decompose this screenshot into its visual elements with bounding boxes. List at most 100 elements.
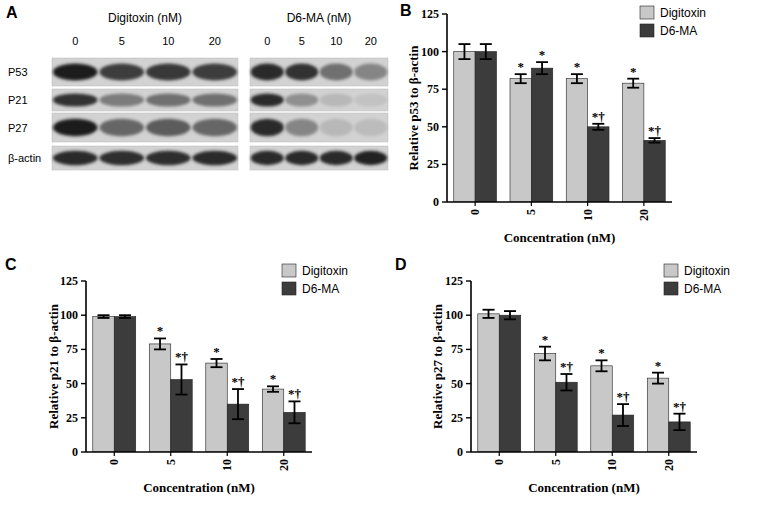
blot-strip — [52, 58, 238, 86]
legend-swatch — [640, 24, 654, 37]
bar — [510, 79, 531, 202]
error-cap — [211, 366, 223, 368]
y-tick-label: 25 — [66, 411, 78, 425]
significance-mark: *† — [560, 359, 574, 374]
significance-mark: * — [598, 345, 605, 360]
error-cap — [119, 317, 131, 319]
x-tick-label: 0 — [107, 459, 121, 465]
error-cap — [673, 429, 685, 431]
x-tick-label: 10 — [220, 459, 234, 471]
legend: Digitoxin D6-MA — [282, 264, 348, 296]
y-tick — [466, 315, 471, 316]
blot-band — [99, 64, 144, 81]
blot-band — [320, 93, 353, 106]
error-bar — [673, 414, 685, 430]
lane-label: 0 — [72, 35, 78, 47]
bar — [556, 382, 577, 452]
error-bar — [267, 386, 279, 391]
blot-band — [251, 64, 284, 81]
error-cap — [515, 82, 527, 84]
x-axis — [471, 451, 697, 453]
bar — [534, 354, 555, 452]
blot-strip — [52, 89, 238, 111]
y-tick-label: 0 — [72, 445, 78, 459]
bar — [454, 52, 475, 202]
blot-band — [146, 119, 191, 136]
error-stem — [181, 364, 183, 394]
bar — [591, 366, 612, 452]
error-bar — [617, 404, 629, 426]
blot-band — [320, 64, 353, 81]
blot-band — [251, 119, 284, 136]
bar — [566, 79, 587, 202]
significance-mark: *† — [648, 123, 662, 138]
y-tick — [442, 201, 447, 202]
y-tick — [81, 383, 86, 384]
error-bar — [175, 364, 187, 394]
significance-mark: *† — [592, 109, 606, 124]
panel-letter: D — [395, 256, 407, 273]
chart: C****†*†*†0255075100125051020Concentrati… — [5, 256, 348, 495]
error-cap — [649, 142, 661, 144]
y-axis-label: Relative p53 to β-actin — [406, 45, 421, 171]
y-tick-label: 50 — [66, 377, 78, 391]
x-tick — [555, 452, 556, 456]
error-stem — [485, 44, 487, 59]
y-tick-label: 50 — [427, 120, 439, 134]
legend-swatch — [282, 282, 296, 295]
error-bar — [515, 74, 527, 83]
legend: DigitoxinD6-MA — [664, 264, 730, 296]
error-cap — [596, 370, 608, 372]
error-cap — [119, 314, 131, 316]
x-tick-label: 0 — [492, 459, 506, 465]
x-tick — [475, 202, 476, 206]
error-stem — [601, 360, 603, 371]
blot-strip — [250, 146, 388, 170]
x-tick — [170, 452, 171, 456]
error-cap — [539, 359, 551, 361]
blot-band — [99, 151, 144, 165]
x-tick-label: 5 — [524, 209, 538, 215]
y-tick-label: 125 — [421, 7, 439, 21]
error-cap — [504, 318, 516, 320]
error-cap — [232, 418, 244, 420]
legend-label: Digitoxin — [684, 264, 730, 278]
significance-mark: * — [270, 371, 277, 386]
lane-label: 0 — [264, 35, 270, 47]
error-cap — [560, 390, 572, 392]
error-bar — [458, 44, 470, 59]
x-tick — [643, 202, 644, 206]
y-tick-label: 50 — [451, 377, 463, 391]
error-cap — [154, 348, 166, 350]
significance-mark: * — [542, 332, 549, 347]
x-axis — [86, 451, 312, 453]
plot-area — [93, 317, 305, 452]
significance-mark: * — [655, 358, 662, 373]
legend-label: D6-MA — [302, 282, 339, 296]
blot-band — [53, 64, 98, 81]
error-cap — [627, 87, 639, 89]
y-axis — [470, 281, 472, 452]
error-bar — [483, 310, 495, 318]
x-tick-label: 20 — [637, 209, 651, 221]
legend-label: Digitoxin — [302, 264, 348, 278]
x-tick-label: 10 — [581, 209, 595, 221]
error-bar — [504, 311, 516, 319]
error-bar — [480, 44, 492, 59]
error-bar — [627, 79, 639, 88]
y-tick-label: 25 — [427, 157, 439, 171]
blot-strip — [250, 89, 388, 111]
blot-band — [192, 93, 237, 106]
y-axis-label: Relative p21 to β-actin — [46, 303, 61, 429]
x-tick-label: 5 — [164, 459, 178, 465]
y-tick-label: 75 — [451, 342, 463, 356]
x-tick — [531, 202, 532, 206]
panel-letter: A — [6, 4, 18, 21]
error-bar — [232, 389, 244, 419]
x-axis-label: Concentration (nM) — [143, 480, 255, 495]
legend-swatch — [282, 264, 296, 277]
significance-mark: * — [157, 323, 164, 338]
blot-band — [53, 93, 98, 106]
y-tick-label: 125 — [60, 274, 78, 288]
blot-band — [146, 64, 191, 81]
